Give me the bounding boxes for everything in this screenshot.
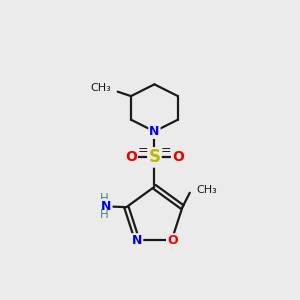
- Text: H: H: [100, 208, 109, 221]
- Text: =: =: [138, 144, 148, 158]
- Text: S: S: [148, 148, 160, 166]
- Text: =: =: [160, 144, 171, 158]
- Text: CH₃: CH₃: [196, 185, 217, 195]
- Text: O: O: [125, 150, 137, 164]
- Text: CH₃: CH₃: [91, 83, 111, 94]
- Text: N: N: [149, 125, 160, 138]
- Text: O: O: [172, 150, 184, 164]
- Text: N: N: [101, 200, 112, 213]
- Text: N: N: [132, 234, 142, 247]
- Text: H: H: [100, 192, 109, 206]
- Text: O: O: [167, 234, 178, 247]
